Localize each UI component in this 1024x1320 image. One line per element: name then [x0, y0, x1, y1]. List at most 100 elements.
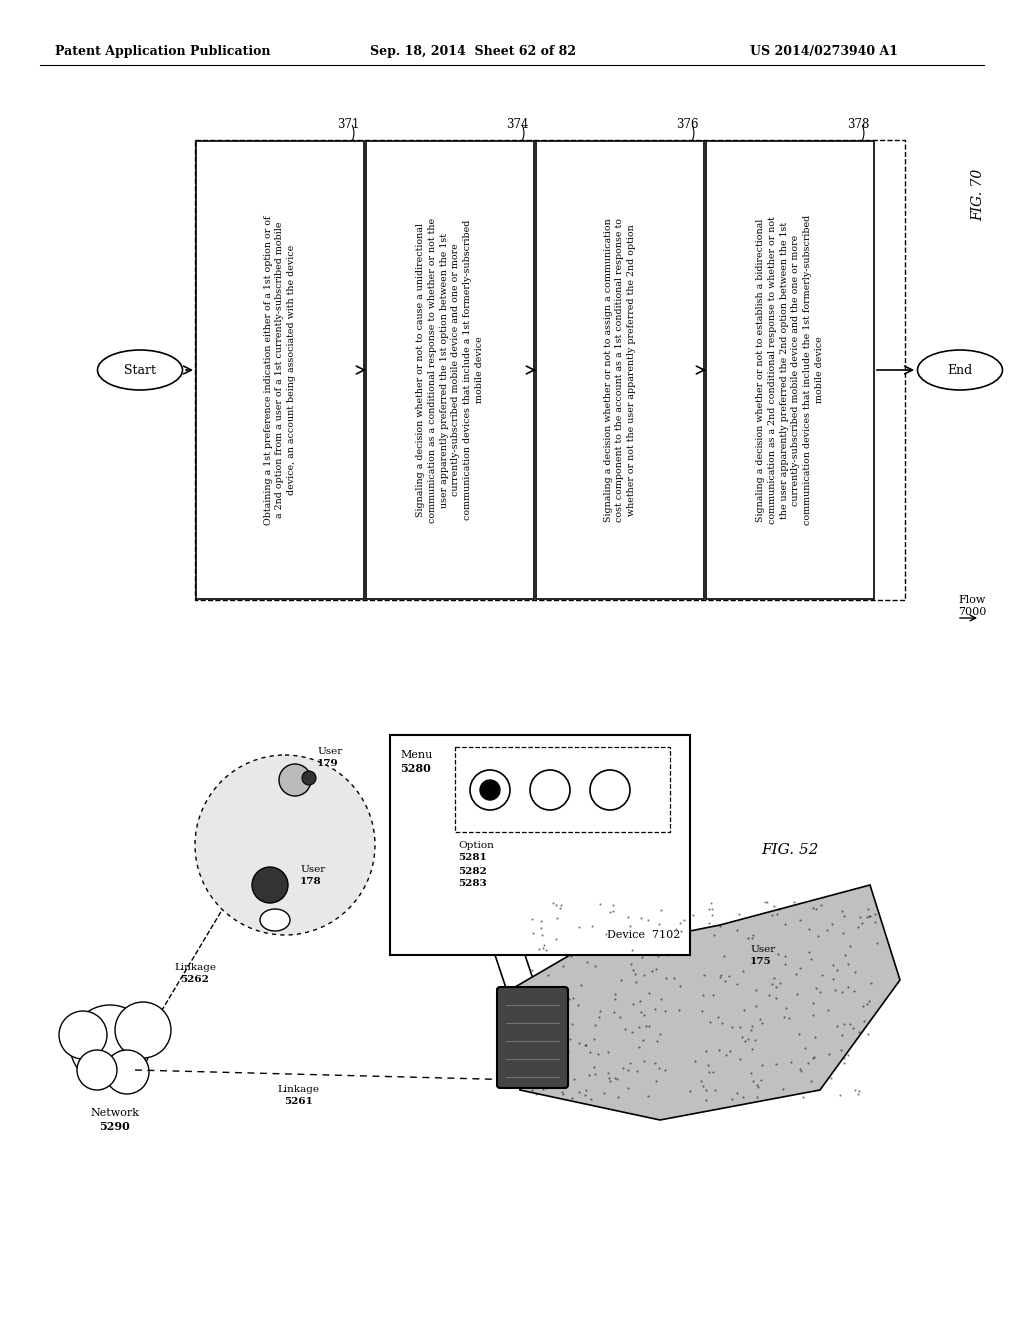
- Circle shape: [302, 771, 316, 785]
- Point: [540, 965, 556, 986]
- Point: [631, 1036, 647, 1057]
- Point: [708, 1080, 724, 1101]
- Point: [657, 1001, 674, 1022]
- Point: [731, 904, 748, 925]
- Point: [712, 915, 728, 936]
- Point: [566, 1069, 583, 1090]
- Point: [703, 904, 720, 925]
- Point: [532, 917, 549, 939]
- Point: [739, 928, 756, 949]
- Point: [657, 968, 674, 989]
- Point: [592, 1001, 608, 1022]
- Point: [641, 1015, 657, 1036]
- Point: [601, 1068, 617, 1089]
- Point: [650, 913, 667, 935]
- Point: [625, 994, 641, 1015]
- Point: [571, 1081, 588, 1102]
- Point: [737, 1030, 754, 1051]
- Point: [545, 892, 561, 913]
- Point: [672, 912, 688, 933]
- Point: [834, 900, 850, 921]
- Point: [561, 1028, 578, 1049]
- Point: [862, 906, 879, 927]
- Point: [807, 1026, 823, 1047]
- Point: [840, 977, 856, 998]
- Point: [852, 907, 868, 928]
- Point: [529, 977, 546, 998]
- Point: [768, 977, 784, 998]
- Point: [769, 904, 785, 925]
- Point: [629, 972, 645, 993]
- Text: Start: Start: [124, 363, 156, 376]
- Point: [842, 935, 858, 956]
- Circle shape: [77, 1049, 117, 1090]
- Point: [600, 1063, 616, 1084]
- Point: [672, 975, 688, 997]
- Point: [861, 990, 878, 1011]
- Point: [697, 1089, 714, 1110]
- Point: [705, 985, 721, 1006]
- Point: [523, 908, 540, 929]
- Point: [563, 1088, 580, 1109]
- Point: [673, 921, 689, 942]
- Point: [713, 965, 729, 986]
- Circle shape: [70, 1005, 150, 1085]
- Point: [834, 981, 850, 1002]
- Point: [845, 1018, 861, 1039]
- Point: [826, 979, 843, 1001]
- Point: [840, 953, 856, 974]
- Point: [808, 978, 824, 999]
- Point: [734, 961, 751, 982]
- Point: [765, 895, 781, 916]
- Point: [542, 993, 558, 1014]
- Point: [768, 1053, 784, 1074]
- Point: [614, 1057, 631, 1078]
- Point: [668, 917, 684, 939]
- Point: [621, 1077, 637, 1098]
- Point: [701, 898, 718, 919]
- Point: [743, 1039, 760, 1060]
- Point: [862, 973, 879, 994]
- Text: User: User: [750, 945, 775, 954]
- Point: [606, 987, 623, 1008]
- Point: [851, 1080, 867, 1101]
- Text: 5281: 5281: [458, 854, 486, 862]
- Point: [553, 895, 569, 916]
- Point: [705, 1061, 721, 1082]
- Point: [605, 900, 622, 921]
- Point: [596, 1082, 612, 1104]
- Point: [736, 999, 753, 1020]
- Point: [828, 1015, 845, 1036]
- Text: 179: 179: [317, 759, 339, 767]
- Point: [562, 946, 579, 968]
- Point: [570, 916, 587, 937]
- Point: [750, 1074, 766, 1096]
- Circle shape: [480, 780, 500, 800]
- Point: [805, 1048, 821, 1069]
- Bar: [390, 735, 690, 954]
- Point: [819, 999, 836, 1020]
- Text: 5283: 5283: [458, 879, 486, 888]
- Point: [544, 1065, 560, 1086]
- Point: [808, 899, 824, 920]
- Point: [712, 966, 728, 987]
- Ellipse shape: [260, 909, 290, 931]
- Point: [750, 1086, 766, 1107]
- Point: [624, 1022, 640, 1043]
- Point: [587, 1063, 603, 1084]
- Point: [757, 892, 773, 913]
- Point: [525, 921, 542, 942]
- Point: [828, 960, 845, 981]
- Point: [847, 1080, 863, 1101]
- Point: [556, 1014, 572, 1035]
- Point: [724, 1089, 740, 1110]
- Point: [591, 1007, 607, 1028]
- Point: [649, 1031, 666, 1052]
- Point: [624, 953, 640, 974]
- Point: [530, 939, 547, 960]
- Point: [625, 960, 641, 981]
- Text: 5262: 5262: [180, 975, 210, 983]
- Point: [553, 1082, 569, 1104]
- Point: [783, 1052, 800, 1073]
- Point: [734, 1027, 751, 1048]
